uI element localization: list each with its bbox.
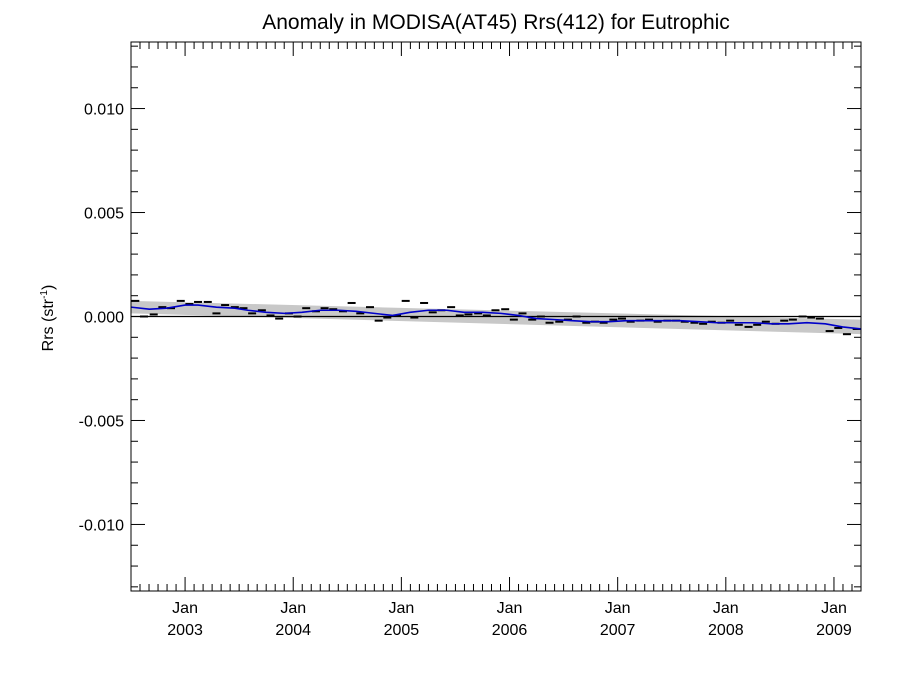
x-tick-label-month: Jan	[497, 600, 523, 617]
y-tick-label: 0.005	[84, 206, 124, 223]
confidence-band	[131, 300, 861, 335]
x-tick-label-month: Jan	[280, 600, 306, 617]
chart-title: Anomaly in MODISA(AT45) Rrs(412) for Eut…	[262, 11, 730, 34]
plot-area: 0.010 0.005 0.000 -0.005 -0.010 Jan 2003 Jan 200…	[79, 41, 862, 639]
x-tick-label-month: Jan	[172, 600, 198, 617]
x-tick-label-month: Jan	[605, 600, 631, 617]
x-tick-label-month: Jan	[821, 600, 847, 617]
y-tick-label: 0.000	[84, 310, 124, 327]
x-tick-label-month: Jan	[713, 600, 739, 617]
y-axis-label-text: Rrs (str	[40, 298, 57, 351]
x-tick-label-year: 2006	[492, 622, 528, 639]
x-tick-label-year: 2009	[816, 622, 852, 639]
x-tick-label-year: 2005	[384, 622, 420, 639]
x-tick-label-year: 2003	[167, 622, 203, 639]
y-axis-label-superscript: -1	[39, 290, 50, 299]
y-tick-label: 0.010	[84, 102, 124, 119]
x-tick-label-year: 2008	[708, 622, 744, 639]
x-tick-label-year: 2004	[275, 622, 311, 639]
y-tick-label: -0.005	[79, 413, 124, 430]
y-axis-label-close: )	[40, 285, 57, 290]
y-tick-label: -0.010	[79, 517, 124, 534]
y-axis-label: Rrs (str-1)	[39, 285, 57, 352]
x-tick-label-month: Jan	[388, 600, 414, 617]
x-tick-label-year: 2007	[600, 622, 636, 639]
smoothed-line	[130, 304, 862, 330]
